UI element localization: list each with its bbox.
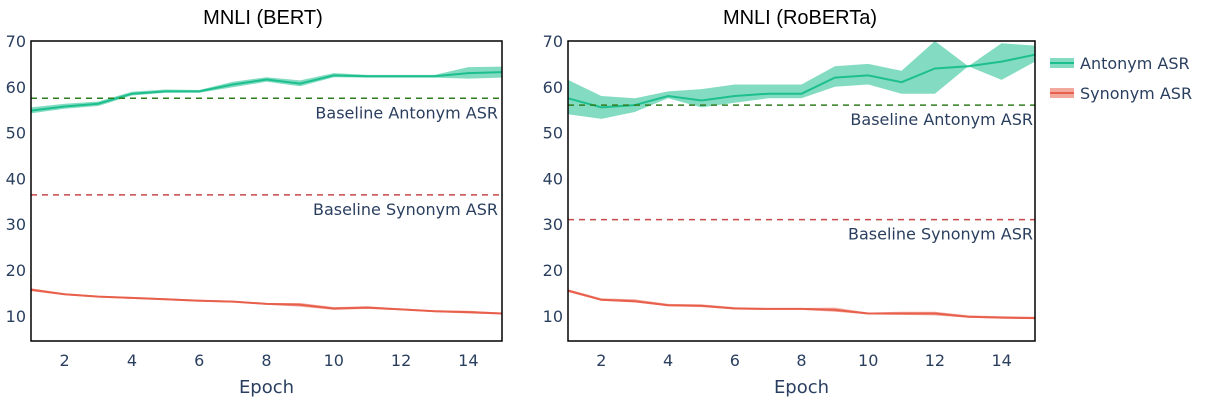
y-tick-label: 20 (6, 261, 26, 280)
chart-title: MNLI (RoBERTa) (723, 7, 877, 29)
legend-item-label: Antonym ASR (1080, 54, 1190, 73)
x-tick-label: 10 (858, 351, 878, 370)
series-line-antonym (30, 71, 503, 112)
x-axis-label: Epoch (774, 377, 829, 398)
x-tick-label: 10 (324, 351, 344, 370)
y-tick-label: 50 (6, 124, 26, 143)
x-tick-label: 4 (663, 351, 673, 370)
x-tick-label: 14 (991, 351, 1011, 370)
confidence-band-antonym (31, 66, 502, 114)
x-tick-label: 2 (596, 351, 606, 370)
x-tick-label: 14 (458, 351, 478, 370)
plot-frame (30, 40, 503, 342)
y-tick-label: 40 (6, 169, 26, 188)
baseline-annotation-antonym: Baseline Antonym ASR (850, 110, 1033, 129)
y-tick-label: 50 (543, 124, 563, 143)
chart-panel-2: MNLI (RoBERTa) Baseline Antonym ASR Baseli… (543, 7, 1036, 398)
y-tick-label: 20 (543, 261, 563, 280)
y-tick-label: 10 (543, 307, 563, 326)
y-tick-label: 40 (543, 169, 563, 188)
x-tick-label: 12 (391, 351, 411, 370)
x-tick-label: 12 (925, 351, 945, 370)
y-tick-label: 10 (6, 307, 26, 326)
legend-item-label: Synonym ASR (1080, 84, 1192, 103)
confidence-band-antonym (568, 41, 1035, 119)
confidence-band-synonym (568, 289, 1035, 319)
y-tick-label: 70 (543, 32, 563, 51)
y-tick-label: 30 (6, 215, 26, 234)
chart-title: MNLI (BERT) (203, 7, 323, 29)
x-tick-label: 8 (261, 351, 271, 370)
baseline-annotation-synonym: Baseline Synonym ASR (313, 200, 498, 219)
series-line-antonym (567, 53, 1036, 109)
chart-panel-1: MNLI (BERT) Baseline Antonym ASR Baseline … (6, 7, 503, 398)
plot-frame (567, 40, 1036, 342)
legend: Antonym ASR Synonym ASR (1050, 54, 1192, 103)
baseline-annotation-antonym: Baseline Antonym ASR (315, 103, 498, 122)
series-line-synonym (567, 289, 1036, 320)
y-tick-label: 30 (543, 215, 563, 234)
y-tick-label: 60 (543, 78, 563, 97)
x-tick-label: 8 (796, 351, 806, 370)
series-line-synonym (30, 288, 503, 315)
x-tick-label: 4 (127, 351, 137, 370)
x-tick-label: 6 (730, 351, 740, 370)
y-tick-label: 60 (6, 78, 26, 97)
baseline-annotation-synonym: Baseline Synonym ASR (848, 225, 1033, 244)
x-tick-label: 2 (60, 351, 70, 370)
y-tick-label: 70 (6, 32, 26, 51)
x-axis-label: Epoch (239, 377, 294, 398)
x-tick-label: 6 (194, 351, 204, 370)
